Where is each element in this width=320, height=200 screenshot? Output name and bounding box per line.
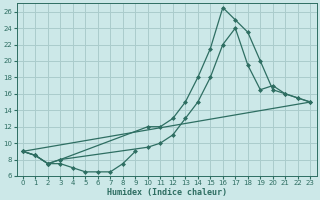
X-axis label: Humidex (Indice chaleur): Humidex (Indice chaleur)	[107, 188, 227, 197]
